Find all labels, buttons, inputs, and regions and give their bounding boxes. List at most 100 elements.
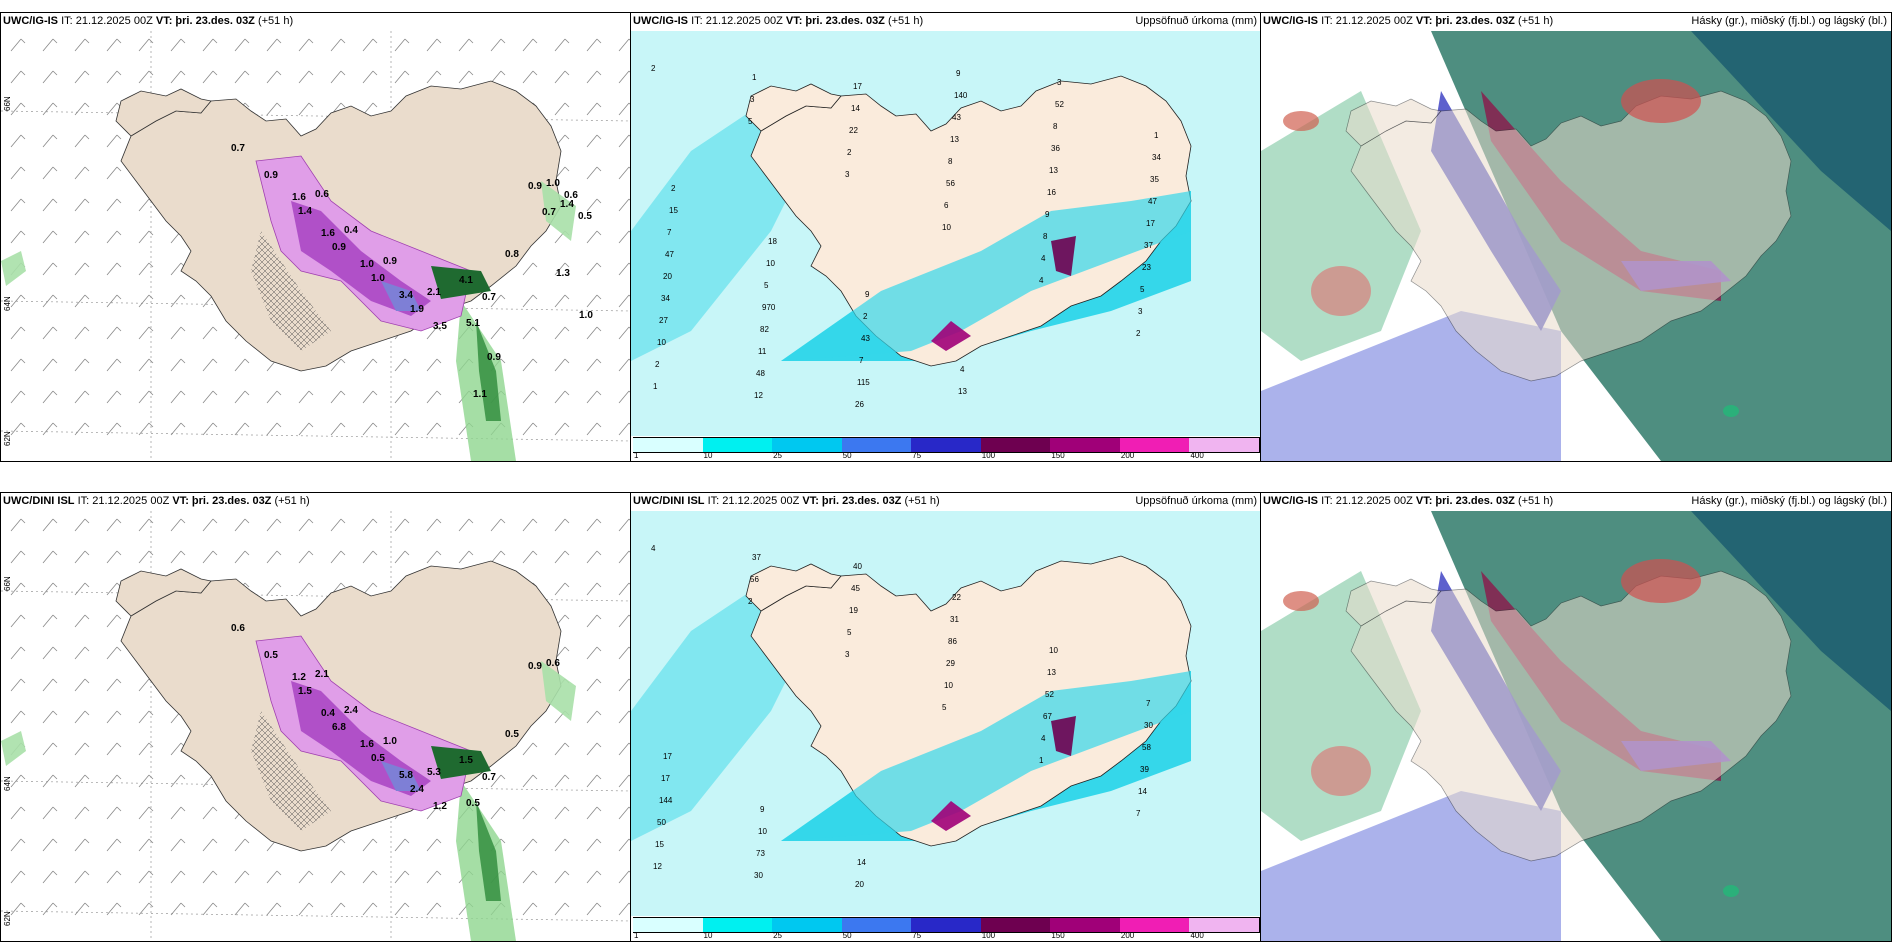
precip-value: 15	[669, 206, 678, 215]
precip-value: 10	[758, 827, 767, 836]
precip-value: 13	[950, 135, 959, 144]
precip-value: 29	[946, 659, 955, 668]
precip-value: 22	[849, 126, 858, 135]
wind-value: 0.5	[466, 798, 480, 809]
precip-value: 23	[1142, 263, 1151, 272]
precip-value: 2	[671, 184, 676, 193]
precip-value: 11	[758, 347, 767, 356]
precip-value: 3	[1057, 78, 1062, 87]
wind-value: 0.7	[542, 207, 556, 218]
precip-value: 30	[1144, 721, 1153, 730]
wind-value: 1.3	[556, 268, 570, 279]
colorbar-tick: 400	[1190, 451, 1204, 460]
colorbar-tick: 150	[1051, 931, 1065, 940]
wind-value: 4.1	[459, 275, 473, 286]
precip-value: 17	[661, 774, 670, 783]
wind-value: 0.6	[231, 623, 245, 634]
wind-value: 1.0	[383, 736, 397, 747]
colorbar-tick: 10	[703, 931, 713, 940]
precip-value: 10	[657, 338, 666, 347]
precip-value: 20	[855, 880, 864, 889]
panel-header: UWC/IG-IS IT: 21.12.2025 00Z VT: þri. 23…	[3, 15, 294, 27]
precip-value: 3	[750, 95, 755, 104]
wind-value: 0.6	[546, 658, 560, 669]
wind-value: 1.6	[292, 192, 306, 203]
precip-value: 16	[1047, 188, 1056, 197]
precip-value: 6	[944, 201, 949, 210]
lat-label: 66N	[3, 576, 12, 591]
lat-label: 62N	[3, 911, 12, 926]
precip-value: 2	[655, 360, 660, 369]
precip-value: 37	[1144, 241, 1153, 250]
colorbar-tick: 50	[842, 931, 852, 940]
precip-value: 9	[760, 805, 765, 814]
colorbar: 1 10 25 50 75 100 150 200 400	[633, 437, 1260, 460]
colorbar-tick: 400	[1190, 931, 1204, 940]
precip-value: 52	[1055, 100, 1064, 109]
panel-cloud-top: UWC/IG-IS IT: 21.12.2025 00Z VT: þri. 23…	[1260, 12, 1892, 462]
wind-value: 1.0	[360, 259, 374, 270]
precip-value: 50	[657, 818, 666, 827]
wind-value: 1.1	[473, 389, 487, 400]
precip-value: 4	[960, 365, 965, 374]
precip-value: 18	[768, 237, 777, 246]
precip-value: 7	[1136, 809, 1141, 818]
wind-value: 2.4	[344, 705, 358, 716]
precip-value: 10	[942, 223, 951, 232]
precip-value: 14	[851, 104, 860, 113]
precip-value: 3	[845, 170, 850, 179]
precip-value: 1	[752, 73, 757, 82]
precip-value: 19	[849, 606, 858, 615]
panel-precip-bottom: UWC/DINI ISL IT: 21.12.2025 00Z VT: þri.…	[630, 492, 1262, 942]
precip-value: 5	[1140, 285, 1145, 294]
lat-label: 66N	[3, 96, 12, 111]
precip-value: 5	[764, 281, 769, 290]
precip-value: 37	[752, 553, 761, 562]
precip-value: 40	[853, 562, 862, 571]
precip-value: 15	[655, 840, 664, 849]
wind-value: 1.9	[410, 304, 424, 315]
wind-value: 0.9	[332, 242, 346, 253]
precip-value: 34	[661, 294, 670, 303]
precip-value: 2	[1136, 329, 1141, 338]
lat-label: 64N	[3, 776, 12, 791]
precip-value: 2	[847, 148, 852, 157]
wind-value: 5.3	[427, 767, 441, 778]
precip-value: 17	[663, 752, 672, 761]
wind-value: 0.4	[321, 708, 335, 719]
wind-map: 0.60.51.2 2.11.50.4 2.46.81.6 1.00.55.8 5.32…	[1, 511, 631, 941]
precip-value: 13	[958, 387, 967, 396]
precip-value: 115	[857, 378, 870, 387]
precip-value: 43	[861, 334, 870, 343]
precip-value: 12	[754, 391, 763, 400]
precip-value: 39	[1140, 765, 1149, 774]
wind-value: 0.9	[487, 352, 501, 363]
panel-header: UWC/DINI ISL IT: 21.12.2025 00Z VT: þri.…	[633, 495, 940, 507]
precip-value: 58	[1142, 743, 1151, 752]
panel-header: UWC/IG-IS IT: 21.12.2025 00Z VT: þri. 23…	[633, 15, 924, 27]
panel-wind-bottom: UWC/DINI ISL IT: 21.12.2025 00Z VT: þri.…	[0, 492, 632, 942]
wind-value: 1.2	[292, 672, 306, 683]
wind-value: 1.0	[579, 310, 593, 321]
colorbar-tick: 25	[773, 451, 783, 460]
wind-value: 0.7	[231, 143, 245, 154]
wind-value: 1.0	[371, 273, 385, 284]
lat-label: 62N	[3, 431, 12, 446]
colorbar-tick: 1	[634, 451, 639, 460]
precip-value: 56	[946, 179, 955, 188]
precip-value: 36	[1051, 144, 1060, 153]
precip-value: 30	[754, 871, 763, 880]
precip-value: 86	[948, 637, 957, 646]
wind-value: 2.4	[410, 784, 424, 795]
panel-title: Hásky (gr.), miðský (fj.bl.) og lágský (…	[1691, 495, 1887, 507]
wind-value: 1.2	[433, 801, 447, 812]
precip-value: 14	[857, 858, 866, 867]
colorbar-segment	[772, 437, 843, 453]
colorbar-tick: 200	[1120, 451, 1135, 460]
precip-value: 56	[750, 575, 759, 584]
wind-value: 1.5	[298, 686, 312, 697]
colorbar-segment	[633, 917, 704, 933]
precip-value: 7	[859, 356, 864, 365]
wind-value: 0.6	[315, 189, 329, 200]
precip-value: 48	[756, 369, 765, 378]
